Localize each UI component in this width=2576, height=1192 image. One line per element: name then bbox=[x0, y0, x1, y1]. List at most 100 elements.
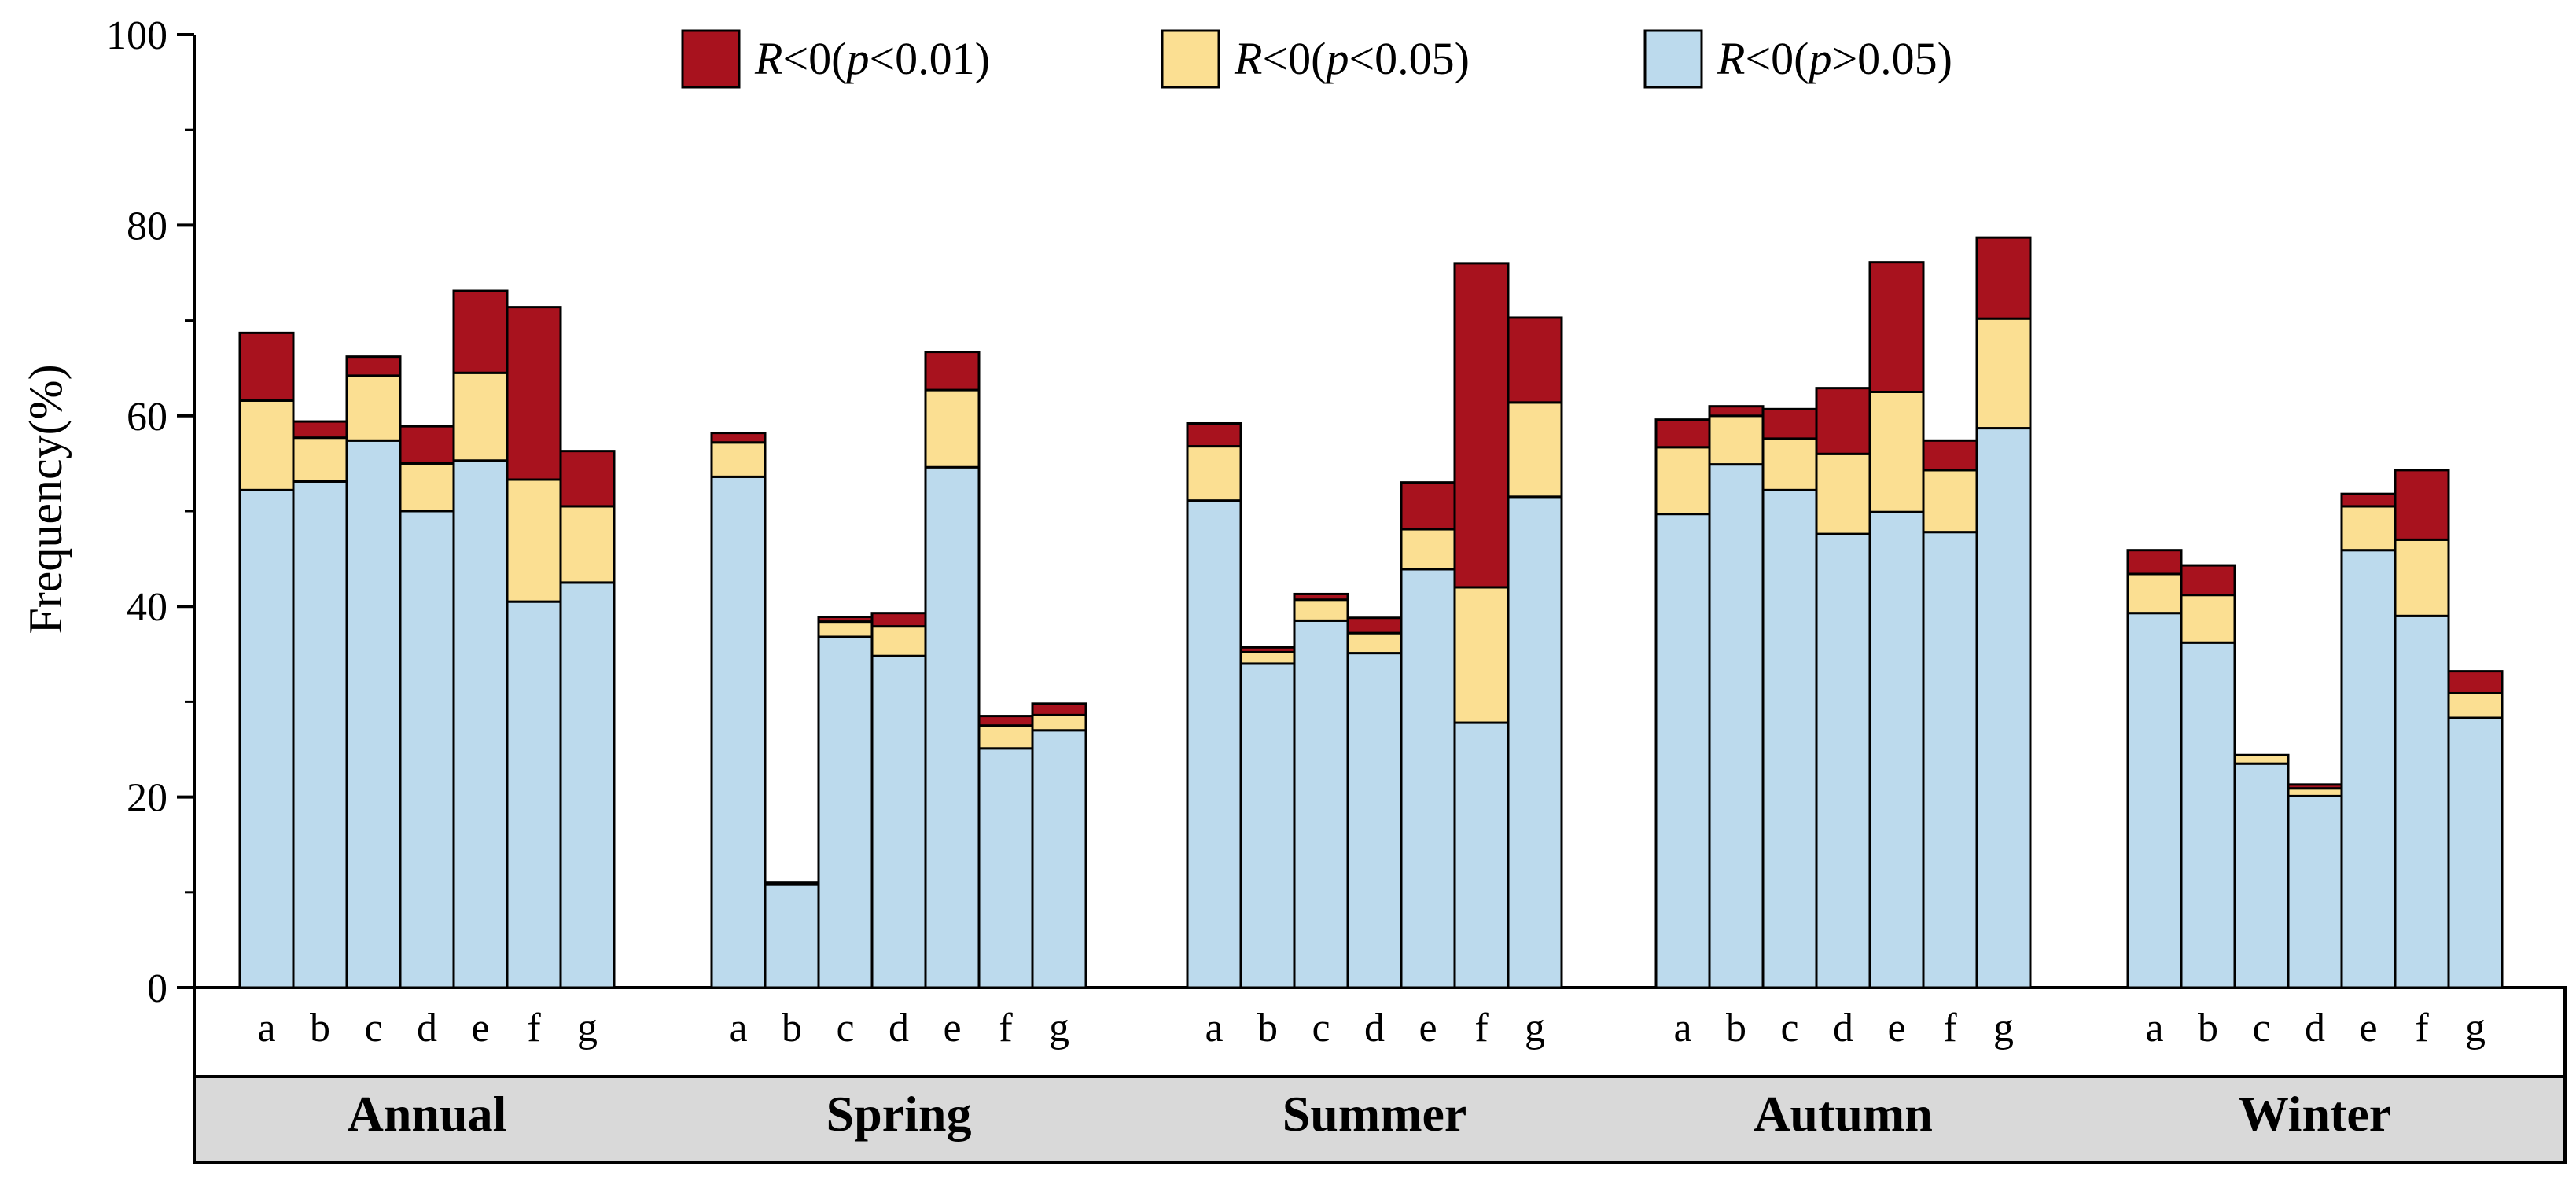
category-label: f bbox=[527, 1006, 541, 1050]
bar-segment bbox=[2447, 670, 2504, 694]
bar-segment bbox=[1346, 631, 1403, 655]
bar-segment bbox=[1507, 316, 1563, 404]
bar-segment bbox=[2394, 538, 2450, 617]
category-label: a bbox=[729, 1006, 747, 1050]
bar-segment bbox=[2233, 753, 2290, 765]
bars-layer bbox=[238, 236, 2504, 989]
category-label: b bbox=[310, 1006, 330, 1050]
category-label: d bbox=[889, 1006, 909, 1050]
bar-segment bbox=[506, 600, 562, 989]
bar-segment bbox=[2180, 641, 2236, 989]
bar-segment bbox=[1239, 646, 1296, 653]
bar-segment bbox=[764, 883, 820, 989]
bar-segment bbox=[1654, 446, 1711, 516]
bar-segment bbox=[2447, 691, 2504, 719]
bar-segment bbox=[1400, 481, 1456, 531]
bar-segment bbox=[710, 441, 767, 478]
bar-segment bbox=[506, 478, 562, 603]
category-label: a bbox=[1205, 1006, 1223, 1050]
bar-segment bbox=[2180, 564, 2236, 597]
bar-segment bbox=[817, 616, 874, 624]
group-label: Spring bbox=[826, 1086, 972, 1142]
legend-swatch bbox=[1643, 29, 1703, 89]
bar-segment bbox=[1031, 729, 1087, 989]
legend-label: R<0(p<0.01) bbox=[754, 33, 990, 84]
group-label: Winter bbox=[2239, 1086, 2391, 1142]
bar-segment bbox=[1186, 421, 1242, 448]
bar-segment bbox=[1239, 650, 1296, 665]
bar-segment bbox=[2340, 492, 2397, 508]
bar-segment bbox=[238, 488, 295, 989]
category-strip bbox=[193, 986, 2567, 1078]
category-label: b bbox=[782, 1006, 802, 1050]
bar-segment bbox=[1293, 592, 1349, 602]
category-label: b bbox=[1726, 1006, 1746, 1050]
y-tick-label: 40 bbox=[127, 585, 167, 630]
group-label: Autumn bbox=[1754, 1086, 1933, 1142]
bar-segment bbox=[1453, 262, 1510, 589]
bar-segment bbox=[1868, 391, 1925, 513]
bar-segment bbox=[345, 374, 402, 442]
bar-segment bbox=[1815, 452, 1871, 535]
bar-segment bbox=[1031, 702, 1087, 716]
bar-segment bbox=[977, 724, 1034, 750]
bar-segment bbox=[1922, 439, 1978, 472]
bar-segment bbox=[2394, 469, 2450, 541]
group-label: Annual bbox=[348, 1086, 507, 1142]
legend-swatch bbox=[1161, 29, 1220, 89]
category-label: c bbox=[1312, 1006, 1330, 1050]
bar-segment bbox=[2287, 783, 2343, 790]
bar-segment bbox=[2126, 549, 2183, 576]
bar-segment bbox=[1761, 407, 1818, 440]
bar-segment bbox=[924, 465, 981, 989]
bar-segment bbox=[2126, 612, 2183, 989]
bar-segment bbox=[1708, 405, 1765, 418]
bar-segment bbox=[1922, 531, 1978, 989]
bar-segment bbox=[1293, 598, 1349, 622]
legend-label: R<0(p<0.05) bbox=[1234, 33, 1470, 84]
category-label: d bbox=[1364, 1006, 1385, 1050]
category-label: a bbox=[1673, 1006, 1691, 1050]
group-label: Summer bbox=[1282, 1086, 1467, 1142]
category-label: d bbox=[2305, 1006, 2325, 1050]
bar-segment bbox=[1507, 401, 1563, 499]
bar-segment bbox=[710, 432, 767, 444]
category-label: f bbox=[1474, 1006, 1489, 1050]
legend: R<0(p<0.01) R<0(p<0.05) R<0(p>0.05) bbox=[681, 29, 1952, 89]
category-label: g bbox=[2465, 1006, 2486, 1050]
group-strip bbox=[193, 1075, 2567, 1164]
category-label: e bbox=[1419, 1006, 1437, 1050]
bar-segment bbox=[1815, 532, 1871, 989]
legend-swatch bbox=[681, 29, 741, 89]
bar-segment bbox=[1400, 528, 1456, 571]
category-label: f bbox=[1943, 1006, 1957, 1050]
bar-segment bbox=[452, 459, 509, 989]
y-tick-label: 20 bbox=[127, 776, 167, 821]
y-tick-label: 100 bbox=[106, 13, 167, 58]
bar-segment bbox=[2394, 614, 2450, 989]
category-label: g bbox=[577, 1006, 598, 1050]
bar-segment bbox=[977, 747, 1034, 989]
axes-layer bbox=[177, 33, 2567, 1164]
bar-segment bbox=[559, 450, 616, 508]
category-label: e bbox=[943, 1006, 961, 1050]
bar-segment bbox=[559, 581, 616, 989]
category-label: b bbox=[1257, 1006, 1278, 1050]
bar-segment bbox=[1868, 261, 1925, 393]
category-label: b bbox=[2198, 1006, 2218, 1050]
bar-segment bbox=[1761, 488, 1818, 989]
bar-segment bbox=[2233, 762, 2290, 989]
bar-segment bbox=[1868, 510, 1925, 989]
category-label: e bbox=[1887, 1006, 1905, 1050]
category-label: g bbox=[1525, 1006, 1545, 1050]
bar-segment bbox=[1031, 713, 1087, 732]
y-tick-label: 60 bbox=[127, 395, 167, 440]
bar-segment bbox=[1975, 427, 2032, 989]
bar-segment bbox=[2180, 594, 2236, 644]
bar-segment bbox=[924, 351, 981, 392]
bar-segment bbox=[292, 420, 348, 440]
category-label: a bbox=[257, 1006, 275, 1050]
bar-segment bbox=[1346, 616, 1403, 635]
